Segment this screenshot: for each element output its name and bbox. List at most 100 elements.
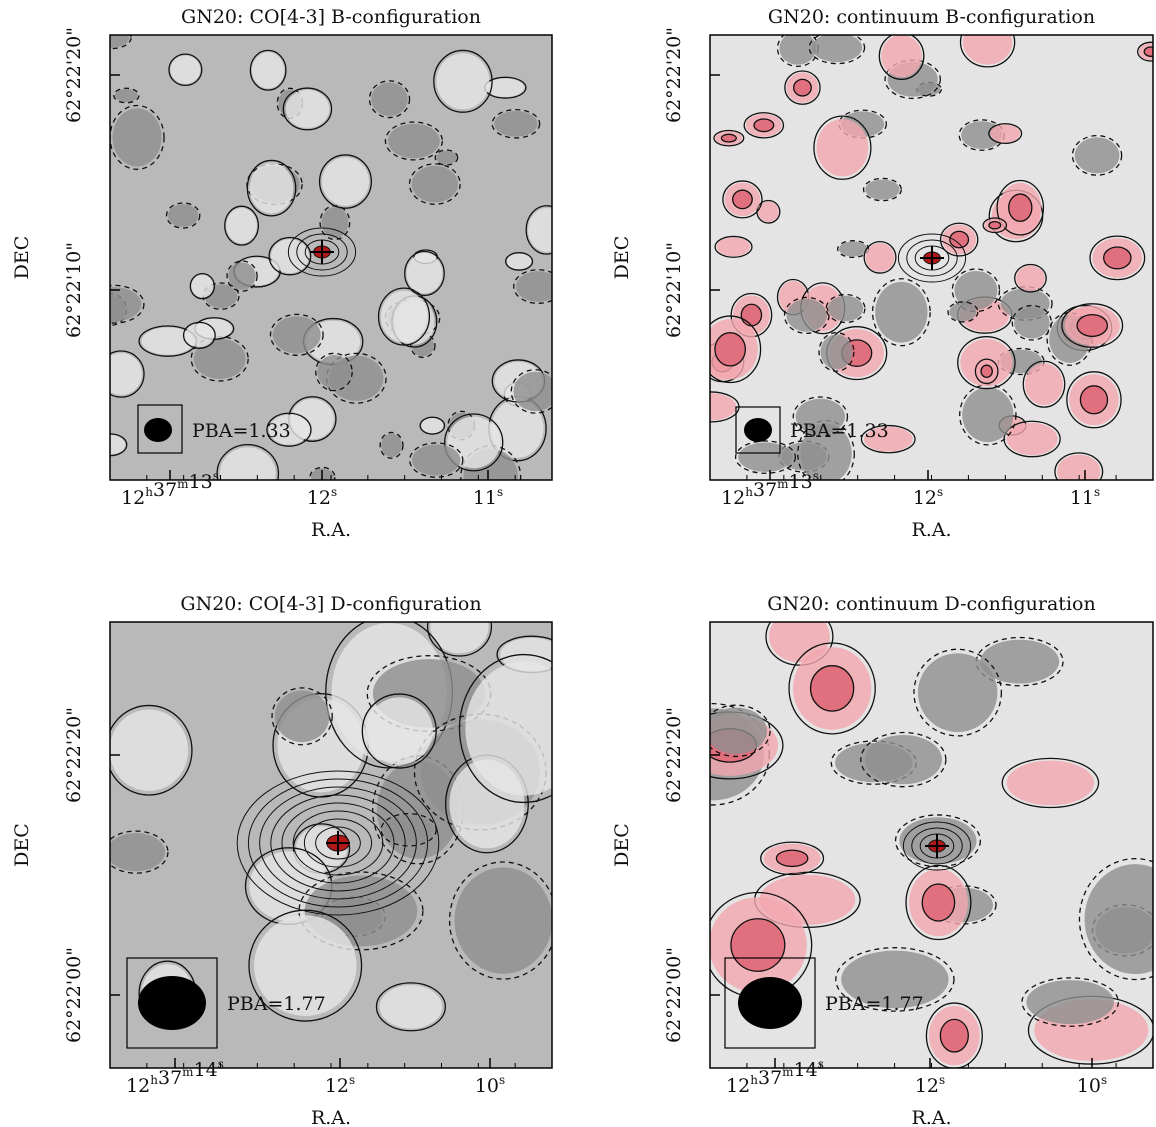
map-feature — [228, 262, 256, 290]
contour — [444, 413, 504, 472]
contour — [792, 396, 849, 437]
contour — [939, 1018, 969, 1053]
panel-title: GN20: continuum D-configuration — [767, 593, 1095, 615]
map-feature — [412, 444, 461, 476]
y-tick-label: 62°22'00" — [63, 947, 85, 1043]
map-feature — [949, 302, 977, 322]
panel: PBA=1.77 GN20: continuum D-configuration 1… — [611, 593, 1154, 1127]
contour — [1008, 193, 1033, 222]
source-contour — [281, 802, 395, 884]
map-feature — [191, 274, 214, 298]
map-feature — [321, 157, 369, 206]
tick-unit: m — [182, 1065, 194, 1079]
map-feature — [917, 653, 998, 732]
map-image — [710, 622, 1153, 1068]
map-feature — [816, 119, 869, 177]
contour — [1089, 235, 1146, 281]
x-tick-label: 12s — [913, 485, 943, 509]
tick-unit: s — [499, 1073, 505, 1087]
map-feature — [371, 82, 408, 116]
contour — [809, 665, 855, 712]
x-axis-label: R.A. — [911, 519, 951, 541]
contour — [996, 179, 1045, 236]
map-feature — [436, 53, 490, 110]
map-feature — [800, 423, 852, 480]
source-contour — [292, 810, 384, 876]
contour — [825, 293, 866, 324]
contour — [959, 35, 1016, 68]
contour — [835, 947, 955, 1012]
contour — [165, 202, 201, 229]
contour — [980, 364, 993, 379]
contour — [361, 693, 437, 769]
tick-unit: m — [177, 477, 189, 491]
map-feature — [954, 270, 998, 310]
map-feature — [506, 253, 532, 270]
map-feature — [268, 414, 310, 445]
x-tick-label: 12s — [307, 485, 337, 509]
source-contour — [315, 826, 361, 860]
map-feature — [430, 622, 489, 654]
contour — [110, 284, 145, 324]
contour — [713, 129, 745, 147]
contour — [248, 909, 363, 1022]
contour — [788, 642, 876, 735]
tick-unit: s — [497, 485, 503, 499]
contour — [271, 687, 333, 746]
map-feature — [110, 434, 126, 455]
map-feature — [758, 201, 779, 223]
contour — [368, 80, 411, 119]
x-tick-label: 12h37m13s — [121, 469, 219, 509]
map-feature — [249, 162, 294, 214]
contour — [988, 220, 1002, 230]
contour — [734, 440, 797, 474]
map-feature — [1026, 980, 1115, 1025]
contour — [1103, 246, 1132, 270]
contour — [732, 189, 753, 210]
contour — [860, 731, 947, 788]
contour — [1061, 303, 1124, 348]
map-feature — [738, 442, 793, 472]
tick-text: 37 — [158, 1067, 182, 1089]
source-contour — [296, 233, 348, 271]
map-feature — [381, 433, 402, 458]
contour — [949, 230, 970, 249]
source-contour — [287, 227, 357, 277]
y-tick-label: 62°22'20" — [63, 27, 85, 123]
tick-text: 37 — [753, 479, 777, 501]
contour — [714, 235, 753, 258]
map-feature — [110, 832, 166, 872]
tick-text: 12 — [307, 487, 331, 509]
contour — [1066, 371, 1122, 429]
map-feature — [841, 950, 949, 1009]
tick-unit: h — [145, 485, 153, 499]
tick-text: 37 — [153, 479, 177, 501]
tick-unit: s — [939, 1073, 945, 1087]
beam-box — [126, 957, 218, 1049]
contour — [878, 35, 925, 80]
contour — [1079, 385, 1109, 415]
source-contour — [247, 778, 429, 908]
map-feature — [454, 867, 552, 974]
contour — [319, 205, 351, 241]
contour — [189, 273, 216, 300]
contour — [793, 78, 812, 97]
contour — [110, 35, 132, 50]
contour — [813, 115, 872, 180]
contour — [1137, 41, 1153, 62]
contour — [975, 636, 1064, 687]
annotation: PBA=1.33 — [790, 420, 889, 442]
contour — [419, 416, 446, 435]
source-contour — [270, 794, 406, 892]
map-feature — [272, 316, 321, 354]
y-axis-label: DEC — [11, 823, 33, 867]
tick-text: 14 — [794, 1059, 818, 1081]
x-tick-label: 10s — [1077, 1073, 1107, 1097]
map-feature — [1006, 760, 1095, 806]
map-feature — [110, 35, 130, 48]
contour — [379, 431, 404, 459]
map-feature — [383, 815, 434, 845]
map-feature — [411, 165, 458, 203]
map-feature — [811, 35, 863, 63]
source-contour — [303, 818, 373, 868]
